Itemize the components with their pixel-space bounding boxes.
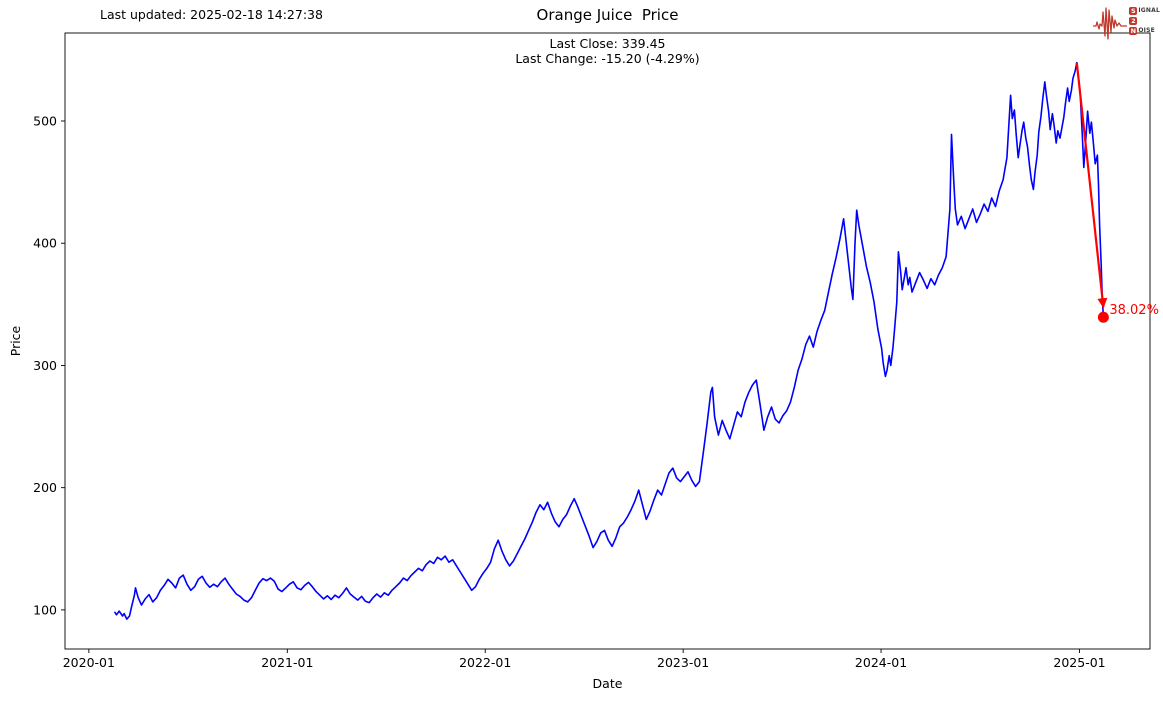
page-title: Orange Juice Price xyxy=(536,6,679,24)
x-tick-label: 2021-01 xyxy=(261,655,313,670)
logo-badge-s: S xyxy=(1129,6,1138,15)
logo-row-noise: N OISE xyxy=(1129,26,1155,35)
logo-badge-2: 2 xyxy=(1129,16,1138,25)
last-close-text: Last Close: 339.45 xyxy=(549,36,666,51)
last-updated-text: Last updated: 2025-02-18 14:27:38 xyxy=(100,7,323,22)
y-tick-label: 500 xyxy=(33,114,57,129)
drop-annotation-label: 38.02% xyxy=(1109,303,1159,318)
x-axis-label: Date xyxy=(593,676,623,691)
last-change-text: Last Change: -15.20 (-4.29%) xyxy=(515,51,700,66)
x-tick-label: 2022-01 xyxy=(459,655,511,670)
last-point-marker xyxy=(1097,311,1109,323)
y-tick-label: 400 xyxy=(33,236,57,251)
logo-row-2: 2 xyxy=(1129,17,1160,26)
y-axis-label: Price xyxy=(8,325,23,356)
x-tick-label: 2024-01 xyxy=(855,655,907,670)
logo-row-signal: S IGNAL xyxy=(1129,6,1160,15)
y-tick-label: 300 xyxy=(33,358,57,373)
logo-badge-n: N xyxy=(1129,26,1138,35)
y-tick-label: 100 xyxy=(33,602,57,617)
price-line xyxy=(114,61,1105,620)
x-tick-label: 2023-01 xyxy=(657,655,709,670)
logo-text: S IGNAL 2 N OISE xyxy=(1129,7,1160,36)
drop-arrow xyxy=(1075,62,1108,309)
x-tick-label: 2025-01 xyxy=(1053,655,1105,670)
y-tick-label: 200 xyxy=(33,480,57,495)
x-tick-label: 2020-01 xyxy=(63,655,115,670)
waveform-icon xyxy=(1093,7,1128,40)
plot-frame xyxy=(64,32,1151,650)
signal2noise-logo: S IGNAL 2 N OISE xyxy=(1092,2,1160,40)
